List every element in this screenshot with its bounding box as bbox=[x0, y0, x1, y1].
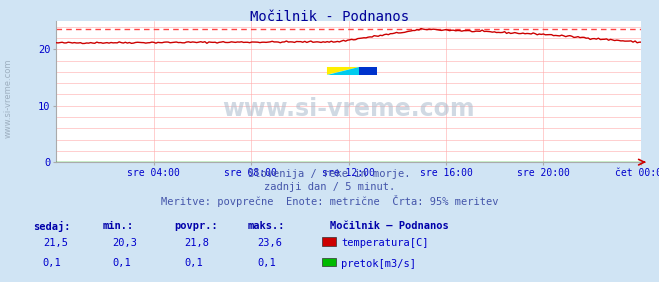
Text: 21,5: 21,5 bbox=[43, 238, 68, 248]
Text: 0,1: 0,1 bbox=[257, 258, 275, 268]
Text: 0,1: 0,1 bbox=[185, 258, 203, 268]
Text: sedaj:: sedaj: bbox=[33, 221, 71, 232]
Text: www.si-vreme.com: www.si-vreme.com bbox=[222, 96, 475, 121]
Polygon shape bbox=[327, 67, 359, 75]
Text: 0,1: 0,1 bbox=[43, 258, 61, 268]
Text: zadnji dan / 5 minut.: zadnji dan / 5 minut. bbox=[264, 182, 395, 192]
Text: Meritve: povprečne  Enote: metrične  Črta: 95% meritev: Meritve: povprečne Enote: metrične Črta:… bbox=[161, 195, 498, 207]
Text: Močilnik – Podnanos: Močilnik – Podnanos bbox=[330, 221, 448, 231]
Text: maks.:: maks.: bbox=[247, 221, 285, 231]
Text: povpr.:: povpr.: bbox=[175, 221, 218, 231]
Text: 23,6: 23,6 bbox=[257, 238, 282, 248]
Text: 0,1: 0,1 bbox=[112, 258, 130, 268]
Text: min.:: min.: bbox=[102, 221, 133, 231]
Bar bbox=[359, 67, 377, 75]
Text: 21,8: 21,8 bbox=[185, 238, 210, 248]
Polygon shape bbox=[327, 67, 359, 75]
Text: 20,3: 20,3 bbox=[112, 238, 137, 248]
Text: Močilnik - Podnanos: Močilnik - Podnanos bbox=[250, 10, 409, 24]
Text: temperatura[C]: temperatura[C] bbox=[341, 238, 429, 248]
Text: www.si-vreme.com: www.si-vreme.com bbox=[3, 59, 13, 138]
Text: Slovenija / reke in morje.: Slovenija / reke in morje. bbox=[248, 169, 411, 179]
Text: pretok[m3/s]: pretok[m3/s] bbox=[341, 259, 416, 268]
